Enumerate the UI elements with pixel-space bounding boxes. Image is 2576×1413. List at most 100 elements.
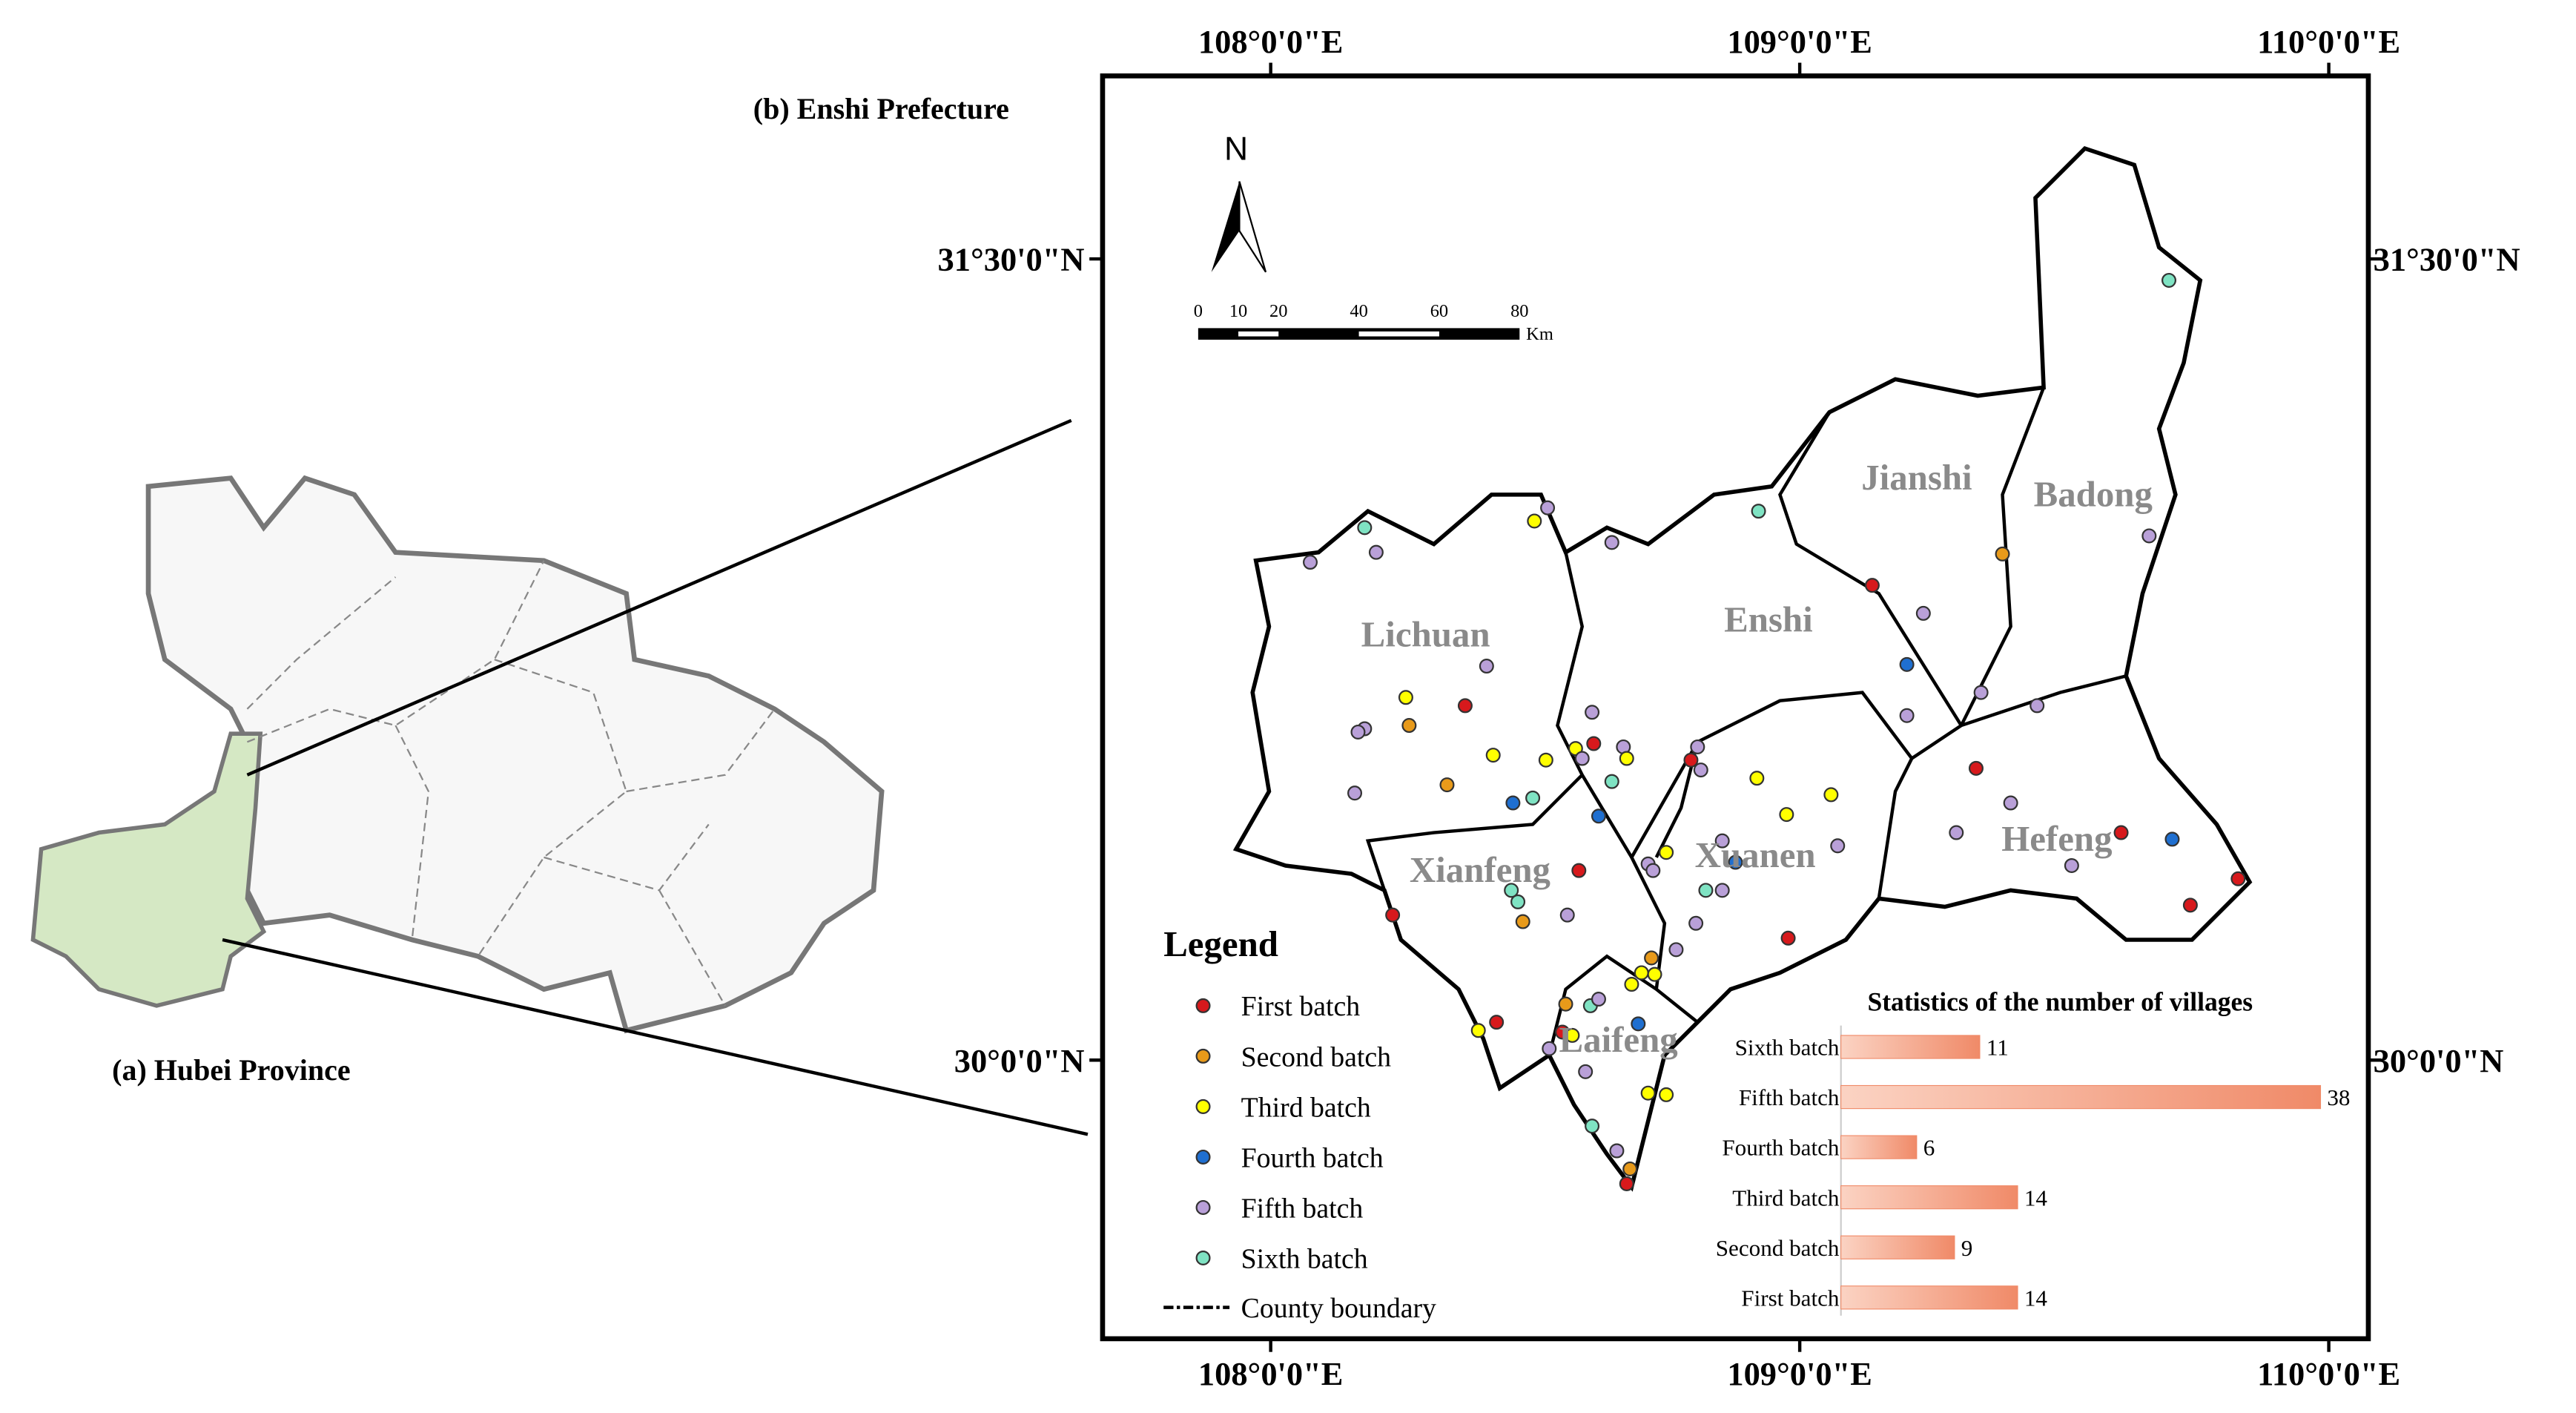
village-dot xyxy=(1558,996,1573,1012)
category-label: Sixth batch xyxy=(1735,1035,1840,1061)
value-label: 14 xyxy=(2024,1185,2048,1211)
village-dot xyxy=(2164,831,2180,847)
village-dot xyxy=(1968,760,1984,776)
village-dot xyxy=(1571,863,1587,878)
coord-label: 110°0'0"E xyxy=(2257,23,2400,60)
county-label: Jianshi xyxy=(1861,457,1972,498)
village-dot xyxy=(1915,605,1931,621)
village-dot xyxy=(1479,659,1494,674)
category-label: Second batch xyxy=(1716,1235,1840,1261)
village-dot xyxy=(1525,790,1541,806)
county-label: Enshi xyxy=(1724,599,1813,639)
village-dot xyxy=(1631,1016,1646,1032)
legend-label: First batch xyxy=(1241,991,1361,1022)
village-dot xyxy=(1683,752,1699,768)
village-dot xyxy=(1510,894,1526,909)
village-dot xyxy=(1565,1027,1580,1043)
village-dot xyxy=(1439,777,1455,793)
village-dot xyxy=(1591,808,1606,824)
enshi-in-hubei xyxy=(30,731,267,1008)
coord-label: 31°30'0"N xyxy=(938,241,1085,278)
village-dot xyxy=(1538,752,1553,768)
village-dot xyxy=(1585,705,1600,720)
bar xyxy=(1840,1235,1955,1259)
village-dot xyxy=(1591,992,1606,1007)
village-dot xyxy=(1504,883,1519,898)
bar xyxy=(1840,1285,2018,1310)
village-dot xyxy=(2113,825,2129,840)
village-dot xyxy=(2161,272,2177,288)
village-dot xyxy=(1401,718,1417,734)
village-dot xyxy=(1489,1015,1505,1030)
bar xyxy=(1840,1035,1981,1059)
village-dot xyxy=(1973,685,1989,700)
legend-swatch xyxy=(1195,1099,1211,1114)
village-dot xyxy=(1622,1161,1638,1176)
village-dot xyxy=(1693,763,1708,778)
village-dot xyxy=(1659,1087,1674,1102)
village-dot xyxy=(2230,871,2246,886)
scale-label: 60 xyxy=(1430,301,1448,321)
village-dot xyxy=(1864,578,1880,593)
village-dot xyxy=(1585,1119,1600,1134)
village-dot xyxy=(1749,771,1765,786)
coord-label: 30°0'0"N xyxy=(954,1042,1085,1079)
legend-label: Fifth batch xyxy=(1241,1193,1364,1224)
village-dot xyxy=(1634,965,1649,981)
scale-label: 0 xyxy=(1194,301,1203,321)
scale-label: 80 xyxy=(1510,301,1528,321)
coord-label: 108°0'0"E xyxy=(1198,1355,1344,1392)
village-dot xyxy=(1823,787,1839,803)
village-dot xyxy=(1780,930,1796,946)
coord-label: 110°0'0"E xyxy=(2257,1355,2400,1392)
village-dot xyxy=(1574,751,1590,766)
scale-label: 10 xyxy=(1229,301,1247,321)
village-dot xyxy=(1659,845,1674,860)
legend-title: Legend xyxy=(1163,923,1278,964)
village-dot xyxy=(1303,555,1318,570)
village-dot xyxy=(1949,825,1964,840)
village-dot xyxy=(1586,736,1602,751)
village-dot xyxy=(1505,795,1521,811)
village-dot xyxy=(1604,535,1619,550)
legend-swatch xyxy=(1195,1149,1211,1165)
village-dot xyxy=(1779,807,1794,823)
county-label: Xianfeng xyxy=(1410,849,1550,890)
village-dot xyxy=(1640,1085,1656,1101)
village-dot xyxy=(1515,914,1530,929)
north-label: N xyxy=(1224,131,1248,168)
legend-label: Sixth batch xyxy=(1241,1243,1368,1274)
scale-unit: Km xyxy=(1526,324,1553,344)
coord-label: 30°0'0"N xyxy=(2374,1042,2504,1079)
village-dot xyxy=(1619,1176,1634,1191)
scale-label: 20 xyxy=(1269,301,1287,321)
village-dot xyxy=(1619,751,1634,766)
village-dot xyxy=(1714,833,1730,849)
panel-title: (a) Hubei Province xyxy=(112,1053,350,1087)
bar xyxy=(1840,1185,2018,1210)
village-dot xyxy=(1644,950,1659,966)
value-label: 9 xyxy=(1961,1235,1973,1261)
village-dot xyxy=(2003,795,2018,811)
village-dot xyxy=(1751,504,1766,519)
legend-label: Second batch xyxy=(1241,1041,1392,1073)
village-dot xyxy=(1542,1041,1557,1056)
coord-label: 109°0'0"E xyxy=(1727,23,1872,60)
village-dot xyxy=(1350,724,1366,740)
village-dot xyxy=(1604,774,1619,789)
village-dot xyxy=(1485,748,1501,763)
village-dot xyxy=(1470,1023,1486,1038)
village-dot xyxy=(1668,942,1684,958)
north-arrow xyxy=(1238,181,1267,273)
village-dot xyxy=(2030,698,2045,714)
legend-label: Fourth batch xyxy=(1241,1142,1384,1173)
village-dot xyxy=(1645,863,1661,878)
value-label: 11 xyxy=(1987,1035,2009,1061)
coord-label: 31°30'0"N xyxy=(2374,241,2520,278)
category-label: Third batch xyxy=(1732,1185,1840,1211)
enshi-outline xyxy=(1232,145,2253,1192)
village-dot xyxy=(1540,500,1556,516)
county-label: Hefeng xyxy=(2001,818,2112,859)
village-dot xyxy=(1714,883,1730,898)
